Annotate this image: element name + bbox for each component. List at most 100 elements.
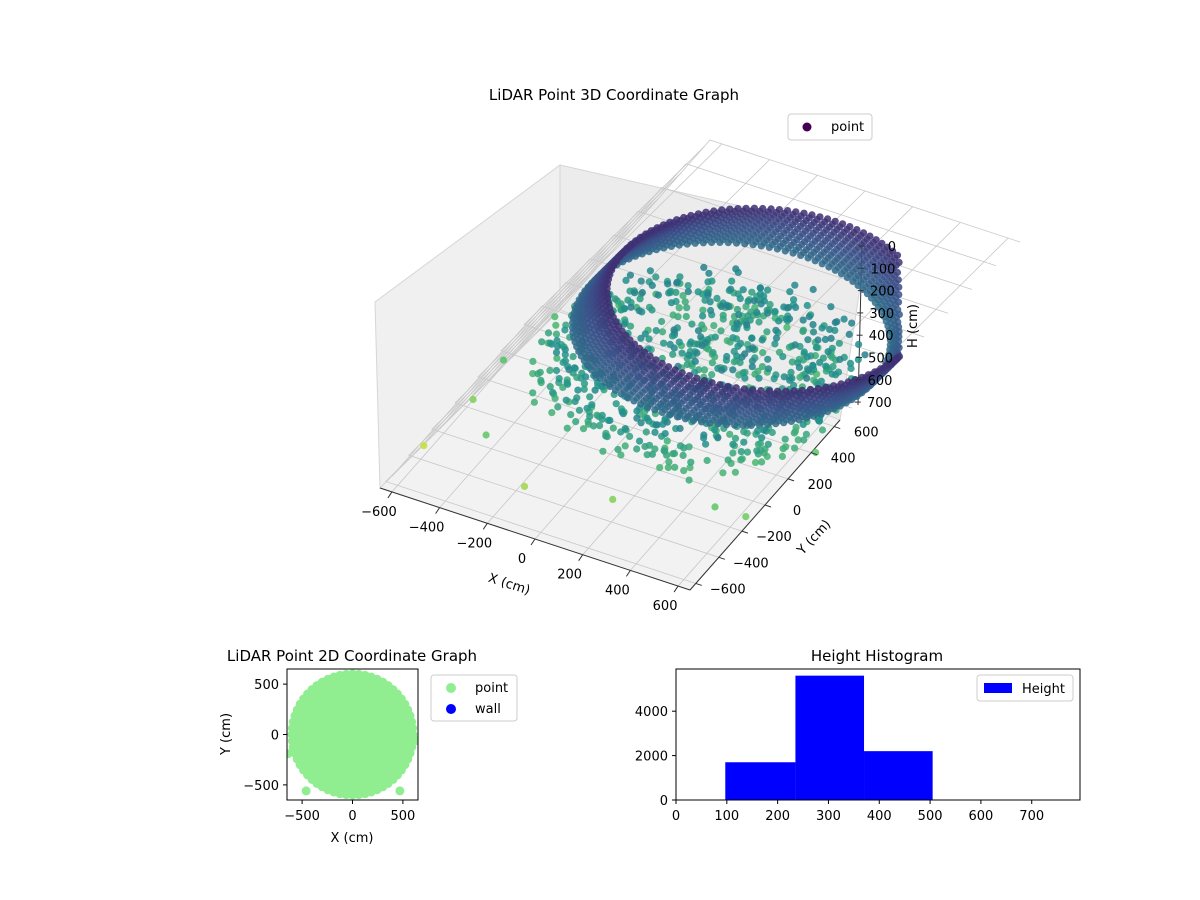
point-3d [797, 252, 804, 259]
point-3d [796, 364, 803, 371]
point-3d [596, 422, 603, 429]
chart-3d: LiDAR Point 3D Coordinate Graph −600−400… [361, 86, 1020, 614]
scatter-2d-points [284, 670, 422, 800]
point-3d [745, 298, 752, 305]
x-tick-mark [626, 570, 630, 576]
point-3d [633, 407, 640, 414]
point-3d [729, 449, 736, 456]
point-3d [737, 456, 744, 463]
point-3d [792, 304, 799, 311]
point-3d [759, 349, 766, 356]
z-tick-label: 0 [888, 240, 896, 255]
point-3d [825, 263, 832, 270]
point-3d [758, 458, 765, 465]
point-3d [819, 260, 826, 267]
point-3d [685, 352, 692, 359]
point-3d [707, 298, 714, 305]
point-3d [546, 367, 553, 374]
point-3d [855, 341, 862, 348]
point-3d [791, 282, 798, 289]
point-3d [664, 437, 671, 444]
point-3d [705, 270, 712, 277]
point-3d [652, 273, 659, 280]
point-3d [676, 339, 683, 346]
point-3d [725, 456, 732, 463]
y-axis-label: Y (cm) [794, 517, 834, 559]
legend-3d-marker [803, 123, 812, 132]
point-3d [810, 328, 817, 335]
x-axis-label: X (cm) [486, 571, 532, 599]
point-3d [775, 317, 782, 324]
point-3d [819, 426, 826, 433]
y-tick-mark [696, 583, 702, 585]
point-3d [740, 286, 747, 293]
point-3d [638, 419, 645, 426]
z-tick-label: 400 [869, 329, 894, 344]
point-3d [753, 447, 760, 454]
x-tick-mark [483, 523, 487, 529]
point-3d [718, 367, 725, 374]
point-3d [680, 467, 687, 474]
point-3d [780, 445, 787, 452]
point-3d [782, 436, 789, 443]
point-3d [755, 375, 762, 382]
point-3d [800, 317, 807, 324]
point-3d [829, 371, 836, 378]
point-3d [668, 299, 675, 306]
z-tick-label: 600 [868, 374, 893, 389]
point-3d [748, 334, 755, 341]
point-3d [763, 328, 770, 335]
point-3d [470, 396, 477, 403]
point-3d [704, 278, 711, 285]
point-3d [545, 329, 552, 336]
histogram-bar [795, 676, 864, 800]
point-3d [786, 315, 793, 322]
point-3d [563, 397, 570, 404]
point-3d [637, 335, 644, 342]
point-3d [706, 420, 713, 427]
point-3d [537, 377, 544, 384]
point-3d [819, 324, 826, 331]
point-3d [758, 242, 765, 249]
y-tick-label: 200 [808, 478, 833, 493]
point-3d [534, 370, 541, 377]
point-3d [783, 324, 790, 331]
x-tick-mark [388, 492, 392, 498]
point-3d [655, 292, 662, 299]
x-tick-label: 0 [518, 552, 526, 567]
point-3d [799, 328, 806, 335]
point-3d [580, 425, 587, 432]
point-3d [726, 431, 733, 438]
point-3d [704, 457, 711, 464]
point-3d [723, 353, 730, 360]
point-3d [805, 254, 812, 261]
point-3d [561, 326, 568, 333]
point-3d [624, 297, 631, 304]
point-3d [806, 313, 813, 320]
point-3d [699, 312, 706, 319]
point-3d [713, 295, 720, 302]
z-tick-label: 500 [868, 352, 893, 367]
point-3d [538, 338, 545, 345]
x-tick-label-hist: 100 [714, 809, 739, 824]
point-3d [564, 381, 571, 388]
point-3d [769, 429, 776, 436]
point-3d [816, 359, 823, 366]
point-3d [712, 334, 719, 341]
point-3d [709, 359, 716, 366]
point-3d [627, 272, 634, 279]
histogram-bars [725, 676, 932, 800]
point-3d [827, 303, 834, 310]
point-3d [744, 449, 751, 456]
x-tick-label: 600 [653, 599, 678, 614]
chart-histogram: Height Histogram 0 100 200 300 400 500 600 7000… [635, 647, 1080, 824]
point-3d [826, 326, 833, 333]
point-3d [576, 407, 583, 414]
point-3d [658, 318, 665, 325]
point-3d [744, 430, 751, 437]
point-3d [699, 342, 706, 349]
point-3d [755, 318, 762, 325]
point-3d [729, 366, 736, 373]
point-3d [500, 357, 507, 364]
point-3d [707, 307, 714, 314]
